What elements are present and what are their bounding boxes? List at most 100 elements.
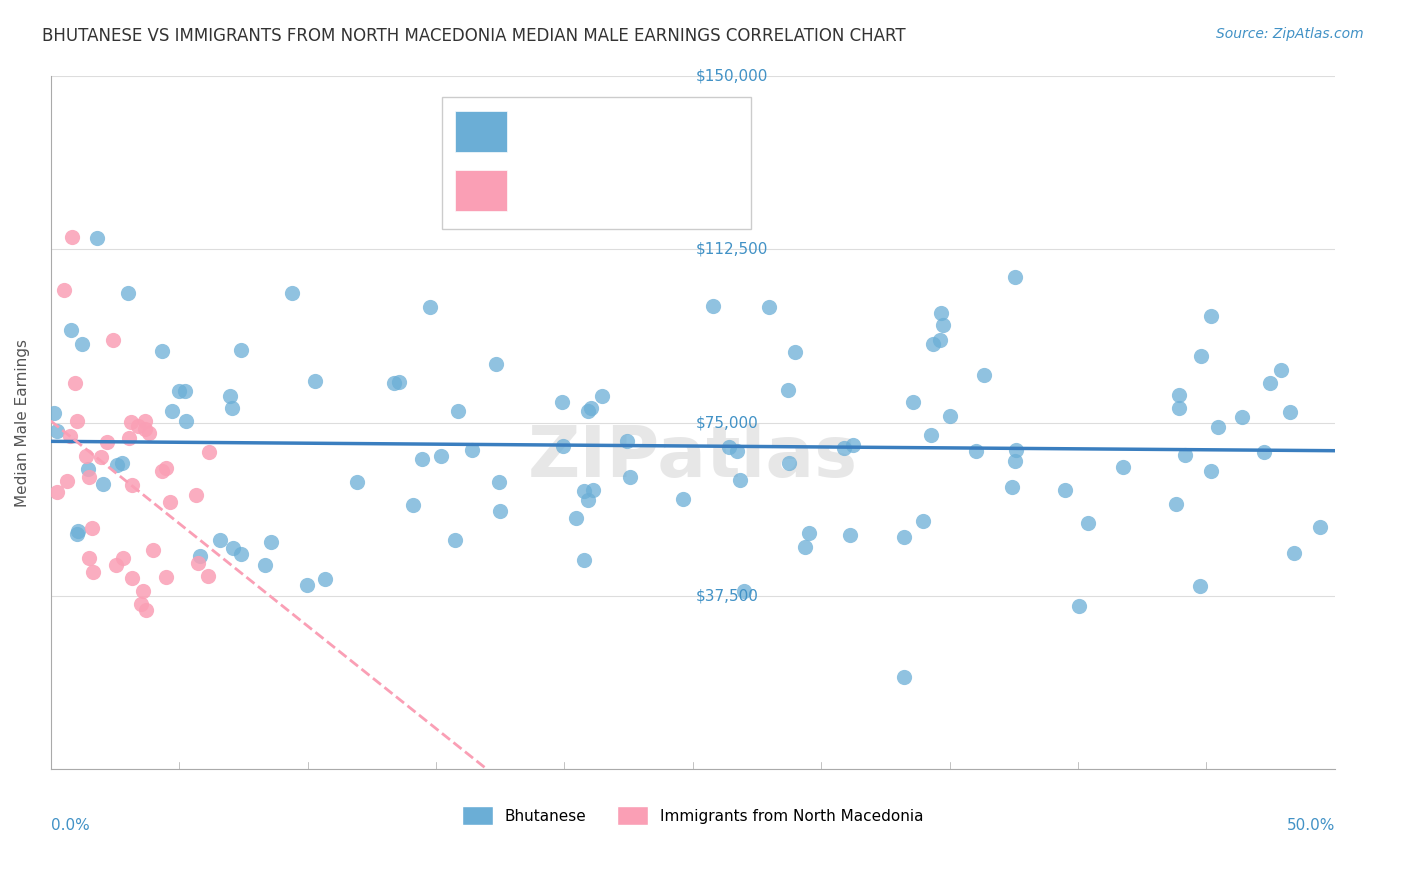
Point bbox=[1112, 460, 1135, 475]
Point bbox=[920, 428, 942, 442]
Point bbox=[1053, 483, 1076, 497]
Point bbox=[82, 565, 104, 579]
Point bbox=[120, 415, 142, 429]
Point bbox=[60, 230, 83, 244]
Point bbox=[129, 597, 152, 611]
Point bbox=[1004, 454, 1026, 468]
Point bbox=[1253, 445, 1275, 459]
Text: $112,500: $112,500 bbox=[696, 242, 768, 257]
Point bbox=[832, 442, 855, 456]
Text: R = -0.337: R = -0.337 bbox=[519, 181, 609, 200]
Point bbox=[728, 473, 751, 487]
Point bbox=[565, 510, 588, 524]
Point bbox=[893, 530, 915, 544]
Point bbox=[198, 444, 221, 458]
Point bbox=[430, 449, 453, 463]
Point bbox=[485, 357, 508, 371]
Point bbox=[197, 569, 219, 583]
Point bbox=[672, 491, 695, 506]
Point bbox=[1199, 465, 1222, 479]
Point bbox=[127, 419, 149, 434]
Point bbox=[1077, 516, 1099, 530]
Point bbox=[118, 431, 141, 445]
Point bbox=[221, 401, 243, 416]
Point bbox=[105, 558, 128, 572]
Point bbox=[218, 388, 240, 402]
Point bbox=[186, 488, 208, 502]
Point bbox=[576, 404, 599, 418]
Point bbox=[1230, 409, 1253, 424]
Point bbox=[778, 383, 800, 397]
Point bbox=[929, 306, 952, 320]
Point bbox=[314, 572, 336, 586]
Point bbox=[66, 526, 89, 541]
Point bbox=[150, 343, 173, 358]
Point bbox=[160, 403, 183, 417]
Text: $150,000: $150,000 bbox=[696, 69, 768, 84]
Point bbox=[932, 318, 955, 332]
Point bbox=[1278, 404, 1301, 418]
Point bbox=[461, 442, 484, 457]
Point bbox=[893, 670, 915, 684]
Point bbox=[45, 484, 67, 499]
Point bbox=[208, 533, 231, 547]
Text: $75,000: $75,000 bbox=[696, 415, 758, 430]
Point bbox=[929, 333, 952, 347]
Point bbox=[77, 462, 100, 476]
Point bbox=[965, 444, 987, 458]
Point bbox=[231, 547, 253, 561]
Point bbox=[174, 414, 197, 428]
Point bbox=[797, 525, 820, 540]
Point bbox=[107, 458, 129, 473]
Point bbox=[551, 439, 574, 453]
Point bbox=[579, 401, 602, 415]
Point bbox=[1004, 442, 1026, 457]
Point bbox=[411, 452, 433, 467]
Point bbox=[973, 368, 995, 382]
Point bbox=[93, 477, 115, 491]
Point bbox=[388, 375, 411, 389]
Text: $37,500: $37,500 bbox=[696, 589, 758, 604]
Point bbox=[839, 527, 862, 541]
Point bbox=[576, 493, 599, 508]
Point bbox=[1309, 519, 1331, 533]
Point bbox=[142, 542, 165, 557]
Point bbox=[489, 504, 512, 518]
Point bbox=[1167, 387, 1189, 401]
Point bbox=[150, 464, 173, 478]
Point bbox=[783, 345, 806, 359]
Point bbox=[111, 550, 134, 565]
Point bbox=[582, 483, 605, 498]
Point bbox=[134, 422, 156, 436]
Point bbox=[65, 414, 87, 428]
Point bbox=[758, 300, 780, 314]
Point bbox=[59, 429, 82, 443]
Point bbox=[52, 283, 75, 297]
Point bbox=[1270, 362, 1292, 376]
Point bbox=[1001, 480, 1024, 494]
Point bbox=[90, 450, 112, 464]
Point bbox=[419, 300, 441, 314]
Point bbox=[134, 414, 156, 428]
Point bbox=[572, 552, 595, 566]
Point bbox=[1206, 419, 1229, 434]
Point bbox=[591, 389, 613, 403]
Point bbox=[111, 456, 134, 470]
Point bbox=[901, 395, 924, 409]
Point bbox=[79, 550, 101, 565]
Text: BHUTANESE VS IMMIGRANTS FROM NORTH MACEDONIA MEDIAN MALE EARNINGS CORRELATION CH: BHUTANESE VS IMMIGRANTS FROM NORTH MACED… bbox=[42, 27, 905, 45]
Point bbox=[794, 540, 817, 554]
Point bbox=[132, 584, 155, 599]
Point bbox=[1166, 497, 1188, 511]
Text: R = -0.289: R = -0.289 bbox=[519, 116, 609, 134]
FancyBboxPatch shape bbox=[456, 169, 506, 211]
Point bbox=[382, 376, 405, 390]
Point bbox=[1174, 449, 1197, 463]
Text: ZIPatlas: ZIPatlas bbox=[527, 423, 858, 491]
Point bbox=[101, 333, 124, 347]
Point bbox=[922, 337, 945, 351]
Point bbox=[138, 426, 160, 441]
Point bbox=[77, 470, 100, 484]
Point bbox=[281, 285, 304, 300]
Point bbox=[1199, 309, 1222, 323]
